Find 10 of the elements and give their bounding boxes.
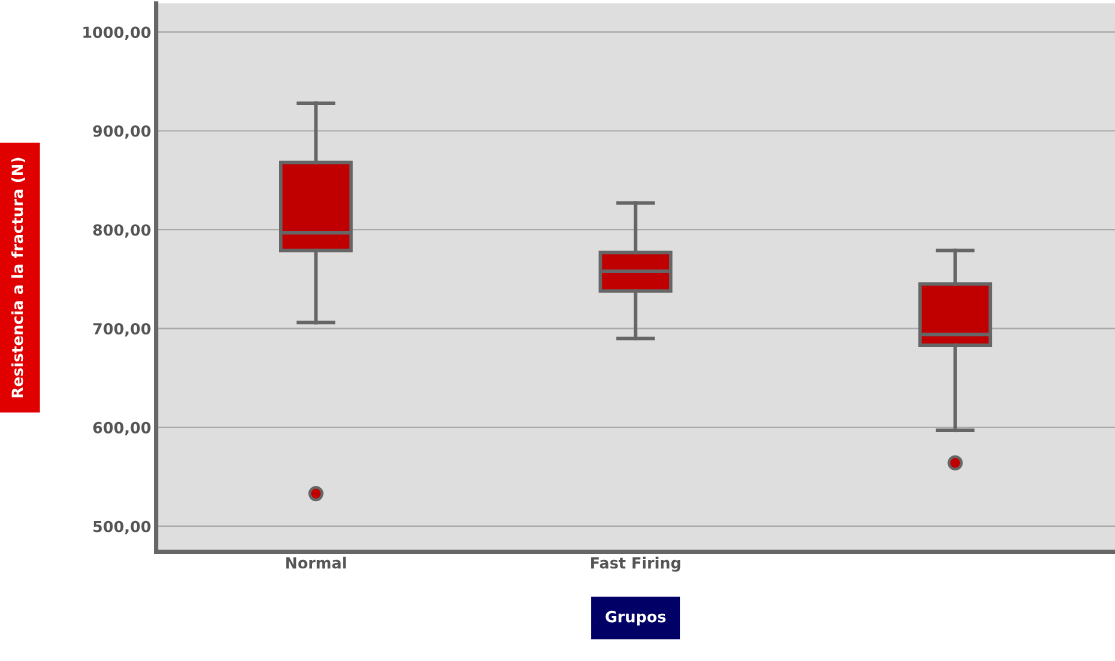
y-tick-label: 800,00 xyxy=(93,224,151,238)
x-axis-title: Grupos xyxy=(605,610,666,626)
y-tick-label: 600,00 xyxy=(93,421,151,436)
y-tick-label: 500,00 xyxy=(93,520,151,535)
y-axis-title: Resistencia a la fractura (N) xyxy=(11,157,25,398)
x-tick-label: Normal xyxy=(286,556,346,569)
y-tick-label: 900,00 xyxy=(93,125,151,139)
x-tick-label: Fast Firing xyxy=(591,556,681,572)
y-tick-label: 1000,00 xyxy=(83,26,151,40)
y-tick-label: 700,00 xyxy=(93,322,151,337)
